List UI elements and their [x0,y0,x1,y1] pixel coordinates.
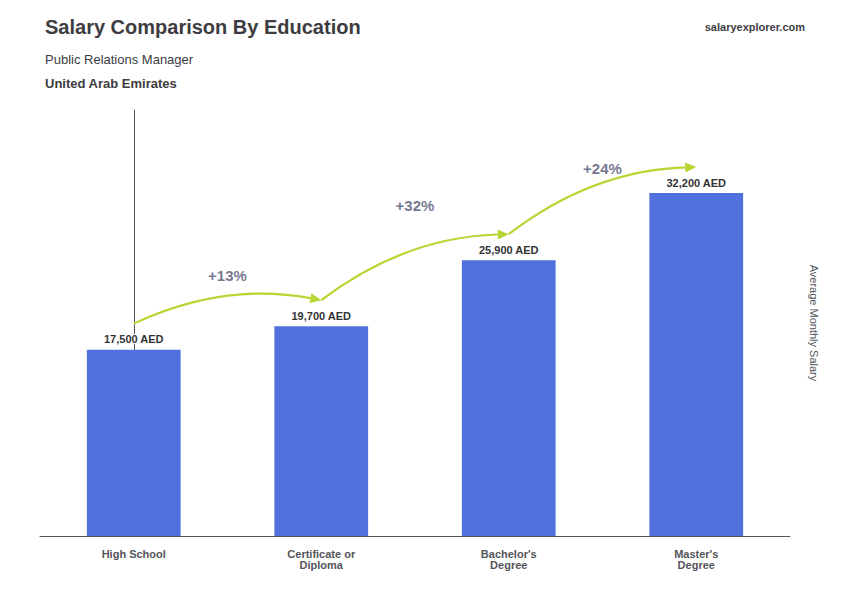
svg-text:Salary Comparison By Education: Salary Comparison By Education [45,16,361,38]
svg-text:25,900 AED: 25,900 AED [479,244,539,256]
svg-text:Certificate or: Certificate or [287,547,356,560]
svg-text:+24%: +24% [583,160,622,177]
svg-text:Public Relations Manager: Public Relations Manager [45,52,194,67]
svg-text:Degree: Degree [678,559,715,571]
svg-text:19,700 AED: 19,700 AED [291,310,351,322]
svg-text:Degree: Degree [490,559,527,571]
svg-text:Master's: Master's [674,547,719,560]
svg-text:High School: High School [102,548,166,560]
svg-text:32,200 AED: 32,200 AED [666,177,726,189]
svg-text:Diploma: Diploma [300,559,344,571]
svg-text:United Arab Emirates: United Arab Emirates [45,76,177,91]
svg-text:+32%: +32% [396,197,435,214]
svg-text:Average Monthly Salary: Average Monthly Salary [808,265,820,382]
svg-text:+13%: +13% [208,267,247,284]
svg-text:salaryexplorer.com: salaryexplorer.com [705,21,806,33]
svg-text:Bachelor's: Bachelor's [480,547,537,560]
svg-text:17,500 AED: 17,500 AED [104,333,164,345]
